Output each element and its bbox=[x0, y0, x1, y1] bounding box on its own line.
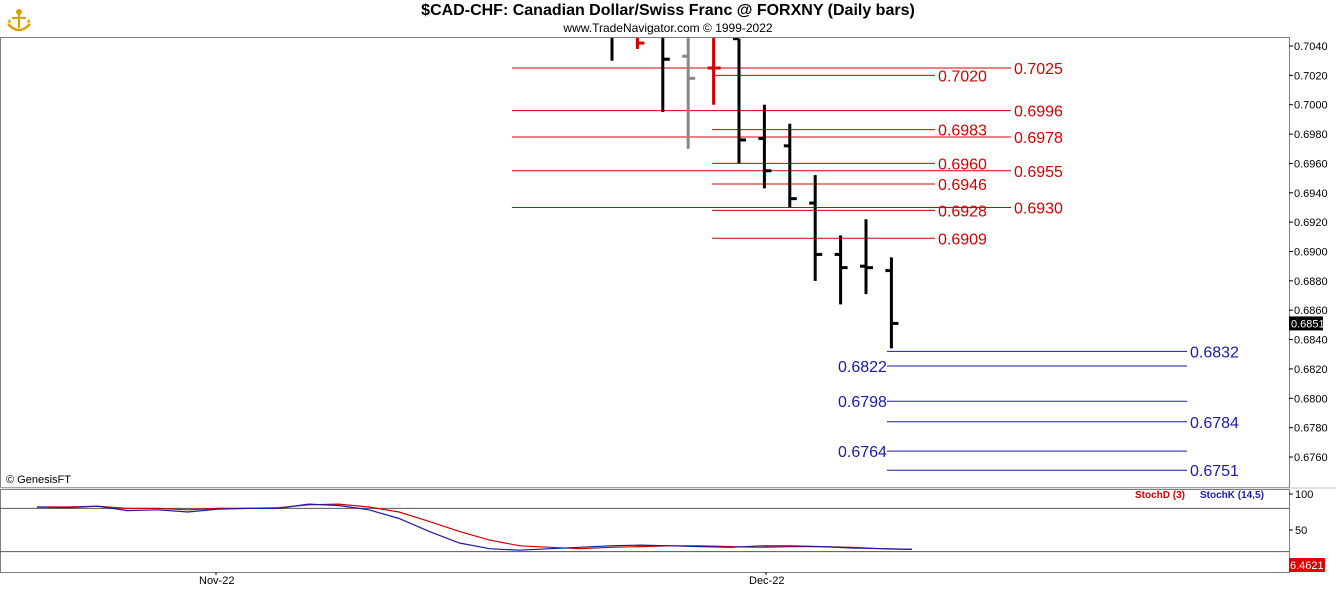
down-target-label: 0.6822 bbox=[838, 359, 887, 376]
trade-navigator-logo-icon bbox=[4, 2, 34, 36]
ohlc-bar bbox=[834, 235, 848, 305]
ohlc-bar bbox=[661, 38, 670, 113]
stoch-series-line bbox=[36, 503, 913, 551]
down-target-label: 0.6764 bbox=[838, 444, 887, 461]
up-target-label: 0.6930 bbox=[1014, 200, 1063, 217]
ohlc-bar bbox=[885, 257, 899, 349]
stoch-panel-frame bbox=[0, 489, 1290, 573]
up-target-label: 0.6955 bbox=[1014, 164, 1063, 181]
y-tick-label: 0.6920 bbox=[1294, 217, 1328, 229]
y-tick-label: 0.6800 bbox=[1294, 393, 1328, 405]
stoch-legend-d: StochD (3) bbox=[1135, 490, 1185, 501]
up-target-label: 0.7020 bbox=[938, 68, 987, 85]
ohlc-bar bbox=[682, 38, 696, 149]
stoch-last-value-badge bbox=[1289, 558, 1325, 572]
y-tick-label: 0.6960 bbox=[1294, 158, 1328, 170]
y-tick-label: 0.6840 bbox=[1294, 335, 1328, 347]
last-price-badge bbox=[1289, 316, 1323, 331]
x-tick-label: Nov-22 bbox=[199, 575, 234, 587]
y-tick-label: 0.6860 bbox=[1294, 305, 1328, 317]
down-target-label: 0.6832 bbox=[1190, 344, 1239, 361]
ohlc-bar bbox=[635, 38, 645, 49]
up-target-label: 0.6909 bbox=[938, 231, 987, 248]
ohlc-bar bbox=[809, 175, 823, 281]
up-target-label: 0.6996 bbox=[1014, 104, 1063, 121]
ohlc-bar bbox=[783, 123, 797, 208]
y-tick-label: 0.6980 bbox=[1294, 129, 1328, 141]
ohlc-bar bbox=[610, 38, 614, 61]
y-tick-label: 0.6780 bbox=[1294, 423, 1328, 435]
chart-title: $CAD-CHF: Canadian Dollar/Swiss Franc @ … bbox=[421, 2, 915, 19]
down-target-label: 0.6798 bbox=[838, 394, 887, 411]
copyright-text: © GenesisFT bbox=[6, 474, 71, 486]
y-tick-label: 0.6880 bbox=[1294, 276, 1328, 288]
up-target-label: 0.6960 bbox=[938, 156, 987, 173]
stoch-last-value: 6.4621 bbox=[1290, 560, 1324, 572]
ohlc-bar bbox=[758, 104, 772, 189]
stoch-y-tick-label: 100 bbox=[1295, 489, 1313, 501]
down-target-label: 0.6751 bbox=[1190, 463, 1239, 480]
stoch-y-tick-label: 50 bbox=[1295, 525, 1307, 537]
ohlc-bars bbox=[610, 38, 899, 349]
stoch-legend-k: StochK (14,5) bbox=[1200, 490, 1264, 501]
ohlc-bar bbox=[707, 38, 721, 105]
ohlc-bar bbox=[860, 219, 873, 295]
y-tick-label: 0.6900 bbox=[1294, 247, 1328, 259]
y-tick-label: 0.7040 bbox=[1294, 41, 1328, 53]
y-tick-label: 0.6940 bbox=[1294, 188, 1328, 200]
y-tick-label: 0.7000 bbox=[1294, 100, 1328, 112]
y-tick-label: 0.7020 bbox=[1294, 70, 1328, 82]
stoch-series-line bbox=[37, 503, 913, 550]
up-target-label: 0.6946 bbox=[938, 177, 987, 194]
up-target-label: 0.7025 bbox=[1014, 61, 1063, 78]
chart-subtitle: www.TradeNavigator.com © 1999-2022 bbox=[563, 21, 773, 35]
up-target-label: 0.6978 bbox=[1014, 130, 1063, 147]
y-tick-label: 0.6820 bbox=[1294, 364, 1328, 376]
last-price-value: 0.6851 bbox=[1291, 318, 1325, 330]
down-target-label: 0.6784 bbox=[1190, 415, 1239, 432]
x-tick-label: Dec-22 bbox=[749, 575, 784, 587]
ohlc-bar bbox=[733, 38, 746, 164]
up-target-label: 0.6983 bbox=[938, 123, 987, 140]
price-panel-frame bbox=[0, 37, 1290, 488]
up-target-label: 0.6928 bbox=[938, 203, 987, 220]
y-tick-label: 0.6760 bbox=[1294, 452, 1328, 464]
